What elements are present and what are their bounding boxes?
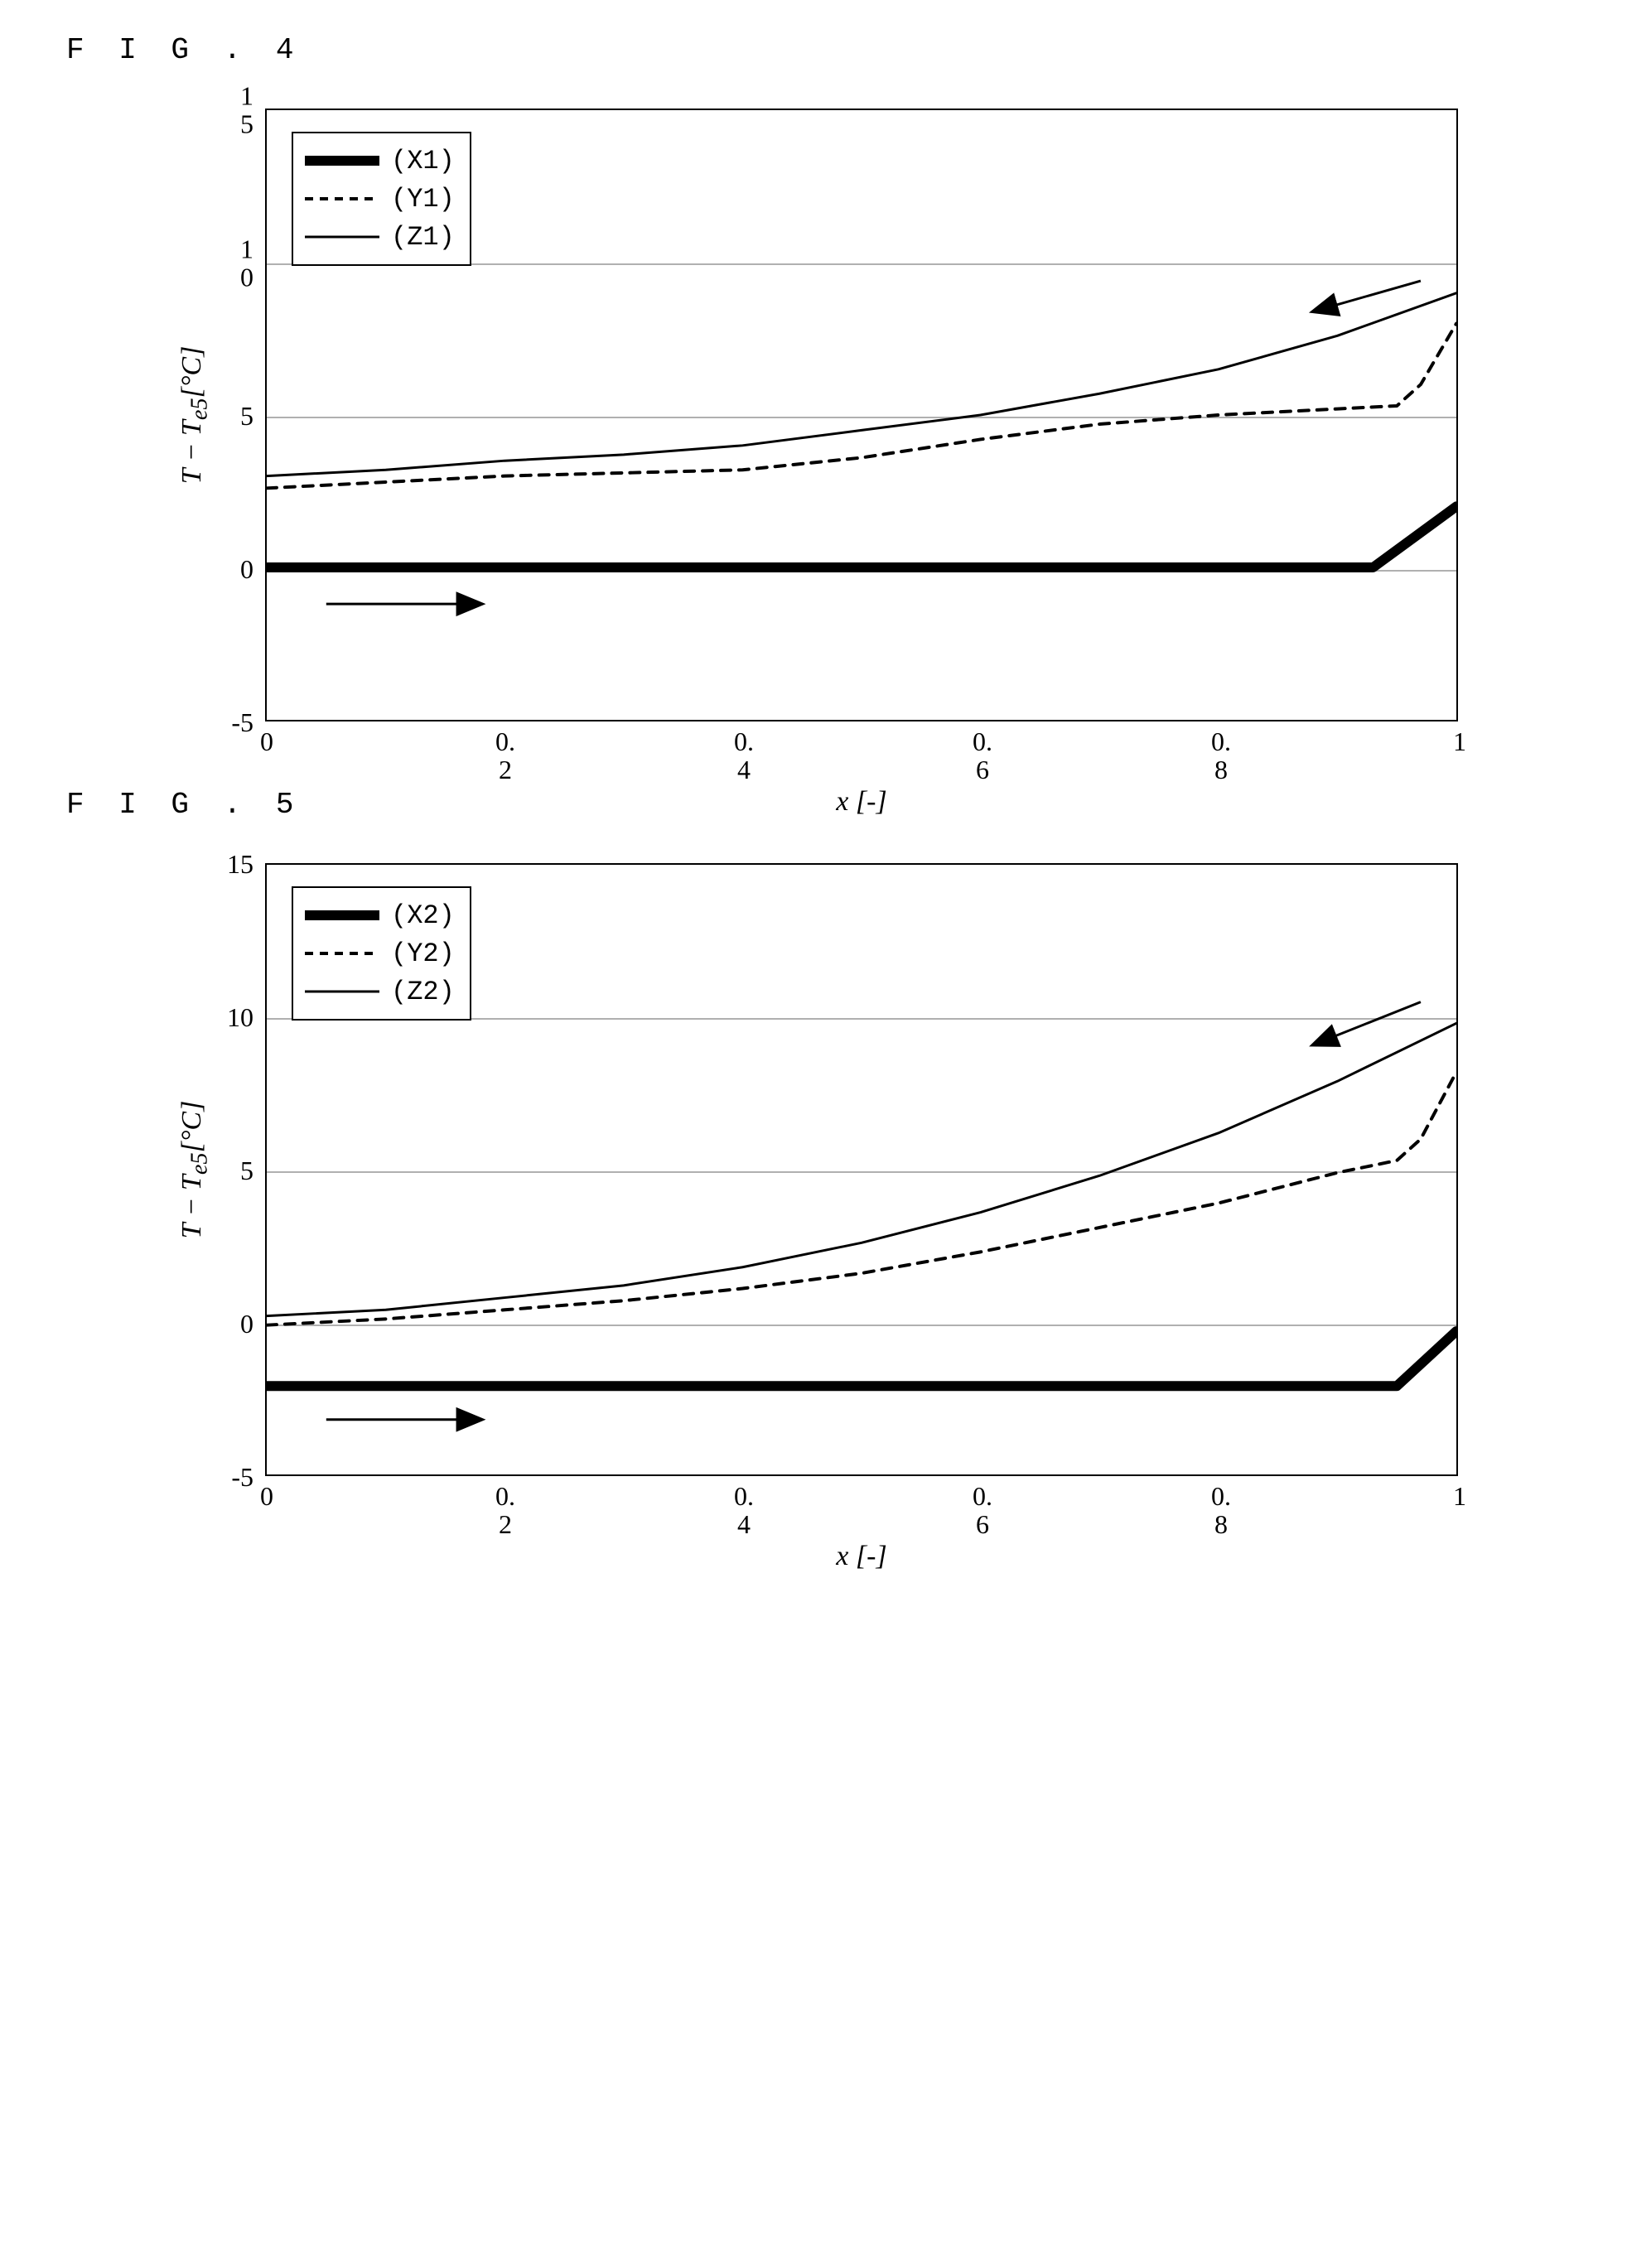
figure-4-label: F I G . 4	[66, 33, 1577, 67]
x-tick-label: 1	[1453, 720, 1466, 756]
legend-entry: (Y1)	[305, 180, 455, 218]
figure-5: F I G . 5 T − Te5[°C] x [-] (X2)(Y2)(Z2)…	[50, 788, 1577, 1476]
legend-label: (X2)	[391, 900, 455, 931]
x-tick-label: 0.8	[1211, 1474, 1231, 1538]
figure-4: F I G . 4 T − Te5[°C] x [-] (X1)(Y1)(Z1)…	[50, 33, 1577, 721]
series-Y1	[267, 324, 1456, 489]
legend-5: (X2) (Y2) (Z2)	[292, 886, 471, 1021]
x-tick-label: 0	[260, 720, 273, 756]
direction-arrow	[1314, 281, 1421, 311]
legend-entry: (X2)	[305, 896, 455, 934]
legend-entry: (Z2)	[305, 972, 455, 1011]
legend-label: (X1)	[391, 146, 455, 176]
x-tick-label: 0.8	[1211, 720, 1231, 784]
legend-swatch	[305, 191, 379, 207]
legend-swatch	[305, 983, 379, 1000]
y-tick-label: 5	[204, 403, 267, 431]
legend-swatch	[305, 229, 379, 245]
series-Y2	[267, 1072, 1456, 1325]
y-tick-label: 15	[204, 82, 267, 138]
x-tick-label: 0.2	[495, 720, 515, 784]
chart-5: T − Te5[°C] x [-] (X2)(Y2)(Z2) -50510150…	[265, 863, 1458, 1476]
y-tick-label: 0	[204, 1310, 267, 1339]
y-tick-label: 0	[204, 556, 267, 584]
legend-label: (Y2)	[391, 939, 455, 969]
y-tick-label: -5	[204, 709, 267, 737]
x-tick-label: 0	[260, 1474, 273, 1511]
legend-entry: (Z1)	[305, 218, 455, 256]
figure-5-label: F I G . 5	[66, 788, 1577, 822]
chart-4: T − Te5[°C] x [-] (X1)(Y1)(Z1) -50510150…	[265, 109, 1458, 721]
y-tick-label: 5	[204, 1157, 267, 1185]
legend-label: (Y1)	[391, 184, 455, 215]
x-tick-label: 0.4	[734, 1474, 754, 1538]
x-tick-label: 0.2	[495, 1474, 515, 1538]
series-Z1	[267, 293, 1456, 476]
legend-swatch	[305, 152, 379, 169]
legend-swatch	[305, 907, 379, 924]
legend-4: (X1) (Y1) (Z1)	[292, 132, 471, 266]
plot-area-4: T − Te5[°C] x [-] (X1)(Y1)(Z1) -50510150…	[265, 109, 1458, 721]
x-tick-label: 0.4	[734, 720, 754, 784]
legend-label: (Z1)	[391, 222, 455, 253]
series-Z2	[267, 1023, 1456, 1315]
x-tick-label: 1	[1453, 1474, 1466, 1511]
y-tick-label: 15	[204, 851, 267, 879]
y-tick-label: 10	[204, 235, 267, 291]
series-X2	[267, 1331, 1456, 1386]
plot-area-5: T − Te5[°C] x [-] (X2)(Y2)(Z2) -50510150…	[265, 863, 1458, 1476]
legend-entry: (Y2)	[305, 934, 455, 972]
legend-swatch	[305, 945, 379, 962]
direction-arrow	[1314, 1002, 1421, 1045]
x-axis-title-4: x [-]	[836, 720, 886, 818]
series-X1	[267, 506, 1456, 567]
legend-entry: (X1)	[305, 142, 455, 180]
x-tick-label: 0.6	[973, 720, 992, 784]
y-tick-label: -5	[204, 1464, 267, 1492]
x-axis-title-5: x [-]	[836, 1474, 886, 1572]
y-tick-label: 10	[204, 1004, 267, 1032]
x-tick-label: 0.6	[973, 1474, 992, 1538]
legend-label: (Z2)	[391, 977, 455, 1007]
